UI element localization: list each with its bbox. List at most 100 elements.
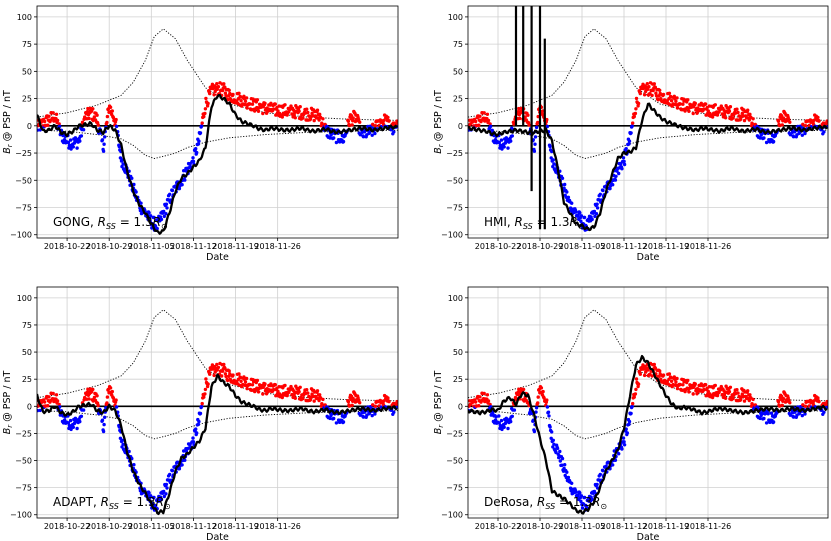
ytick-label: −75 xyxy=(446,204,463,213)
obs-point xyxy=(691,392,695,396)
obs-point xyxy=(563,182,567,187)
obs-point xyxy=(686,98,690,102)
obs-point xyxy=(87,116,91,121)
ytick-label: −75 xyxy=(15,204,32,213)
obs-point xyxy=(622,443,627,447)
obs-point xyxy=(645,82,649,86)
obs-point xyxy=(681,383,685,387)
obs-point xyxy=(346,119,351,124)
ytick-label: 75 xyxy=(22,40,32,49)
obs-point xyxy=(636,101,641,106)
obs-point xyxy=(661,92,666,97)
axes-frame xyxy=(467,5,829,239)
obs-point xyxy=(825,120,828,124)
obs-point xyxy=(560,176,565,180)
obs-point xyxy=(521,387,526,392)
obs-point xyxy=(120,445,124,449)
obs-point xyxy=(215,87,219,92)
obs-point xyxy=(674,99,678,104)
obs-point xyxy=(386,396,390,400)
obs-point xyxy=(203,107,208,111)
obs-point xyxy=(196,142,201,146)
obs-point xyxy=(699,101,703,106)
obs-point xyxy=(206,101,210,106)
obs-point xyxy=(164,202,169,206)
obs-point xyxy=(478,395,482,399)
ytick-label: −100 xyxy=(441,231,463,240)
obs-point xyxy=(533,142,537,146)
obs-point xyxy=(812,118,816,123)
obs-point xyxy=(551,158,555,162)
obs-point xyxy=(693,101,697,106)
obs-point xyxy=(788,413,793,417)
ytick-label: −25 xyxy=(446,429,463,438)
obs-point xyxy=(223,372,228,376)
obs-point xyxy=(590,217,594,222)
ytick-label: 0 xyxy=(27,402,32,411)
obs-point xyxy=(75,426,79,431)
obs-point xyxy=(622,162,627,167)
obs-point xyxy=(509,419,513,424)
obs-point xyxy=(341,420,346,424)
obs-point xyxy=(225,378,230,383)
obs-point xyxy=(273,383,277,387)
obs-point xyxy=(283,103,287,107)
obs-point xyxy=(494,415,498,419)
obs-point xyxy=(547,414,551,418)
obs-point xyxy=(825,400,828,405)
obs-point xyxy=(812,399,816,403)
obs-point xyxy=(771,420,776,424)
obs-point xyxy=(382,118,386,123)
obs-point xyxy=(579,494,584,498)
obs-point xyxy=(248,102,252,106)
obs-point xyxy=(713,383,717,388)
obs-point xyxy=(357,117,361,122)
envelope-upper xyxy=(468,28,828,121)
obs-point xyxy=(164,212,168,216)
obs-point xyxy=(244,376,249,381)
obs-point xyxy=(497,421,501,425)
obs-point xyxy=(574,490,578,494)
obs-point xyxy=(263,101,267,106)
obs-point xyxy=(760,411,764,416)
obs-point xyxy=(499,418,504,423)
obs-point xyxy=(517,387,521,391)
obs-point xyxy=(191,159,196,164)
ytick-label: −50 xyxy=(15,457,32,466)
obs-point xyxy=(769,411,774,415)
obs-point xyxy=(787,398,791,402)
obs-point xyxy=(678,102,682,106)
obs-point xyxy=(361,415,366,419)
xtick-label: 2018-11-19 xyxy=(643,522,690,531)
obs-point xyxy=(120,438,125,442)
obs-point xyxy=(764,421,769,425)
obs-point xyxy=(489,124,493,128)
obs-point xyxy=(631,121,635,125)
obs-point xyxy=(170,188,175,193)
xtick-label: 2018-10-22 xyxy=(44,522,91,531)
ytick-label: 25 xyxy=(22,95,32,104)
obs-point xyxy=(622,159,626,164)
obs-point xyxy=(816,396,820,400)
obs-point xyxy=(95,113,99,117)
obs-point xyxy=(204,96,208,101)
envelope-upper xyxy=(37,309,398,402)
obs-point xyxy=(620,447,624,451)
obs-point xyxy=(638,91,642,96)
xtick-label: 2018-11-19 xyxy=(643,242,690,251)
obs-point xyxy=(395,120,398,124)
obs-point xyxy=(202,114,206,119)
obs-point xyxy=(777,123,782,128)
xtick-label: 2018-10-29 xyxy=(86,242,133,251)
obs-point xyxy=(332,136,336,140)
obs-point xyxy=(629,131,633,135)
obs-point xyxy=(118,156,123,160)
obs-point xyxy=(305,107,309,111)
obs-point xyxy=(351,119,355,123)
ytick-label: −100 xyxy=(441,511,463,520)
obs-point xyxy=(255,98,260,102)
obs-point xyxy=(216,365,221,370)
obs-point xyxy=(215,362,219,367)
obs-point xyxy=(55,118,60,123)
obs-point xyxy=(155,226,159,231)
